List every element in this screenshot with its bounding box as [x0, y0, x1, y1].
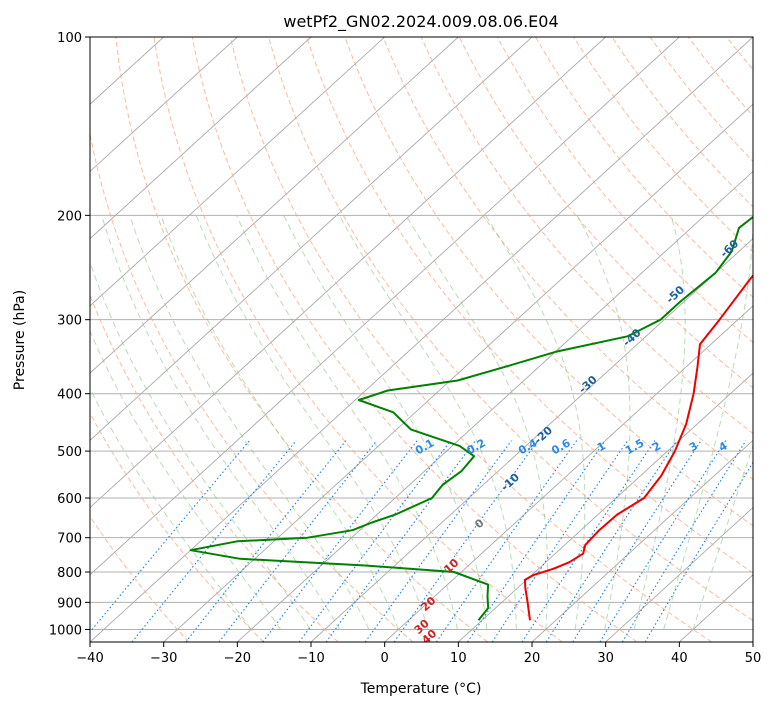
dry-adiabat-line	[90, 412, 264, 642]
chart-title: wetPf2_GN02.2024.009.08.06.E04	[283, 12, 558, 32]
y-tick-label: 200	[57, 209, 82, 224]
x-tick-label: 40	[671, 651, 688, 666]
dry-adiabat-line	[306, 37, 753, 574]
mixing-ratio-line	[364, 440, 512, 642]
dry-adiabat-line	[229, 37, 712, 642]
dry-adiabat-line	[535, 37, 753, 298]
x-tick-label: 0	[381, 651, 389, 666]
dry-adiabat-line	[115, 37, 488, 642]
plot-frame	[89, 36, 754, 643]
x-tick-label: 20	[524, 651, 541, 666]
isotherm-line	[90, 37, 533, 441]
y-tick-label: 100	[57, 31, 82, 46]
moist-adiabat-line	[663, 215, 753, 630]
mixing-ratio-line	[545, 440, 678, 642]
moist-adiabat-line	[195, 215, 429, 630]
moist-adiabat-line	[129, 215, 370, 630]
moist-adiabat-line	[633, 215, 686, 630]
dewpoint-profile	[189, 215, 753, 621]
y-tick-label: 400	[57, 388, 82, 403]
sounding-profiles	[189, 215, 753, 621]
y-tick-label: 1000	[49, 623, 82, 638]
x-axis-label: Temperature (°C)	[360, 681, 482, 697]
isotherm-line	[90, 37, 680, 576]
isotherm-line	[458, 372, 753, 642]
axis-ticks: −40 −30 −20 −10 0 10 20 30 40 50 100 200 300 400 500 60…	[49, 31, 761, 666]
isotherm-line	[237, 170, 753, 642]
mixing-ratio-line	[572, 440, 702, 642]
dry-adiabat-line	[153, 37, 563, 642]
mixing-ratio-line	[435, 440, 578, 642]
y-tick-label: 900	[57, 596, 82, 611]
x-tick-label: −30	[150, 651, 177, 666]
x-tick-label: −40	[76, 651, 103, 666]
dry-adiabat-line	[268, 37, 753, 622]
isotherm-line	[384, 305, 753, 642]
x-tick-label: 50	[745, 651, 762, 666]
moist-adiabat-line	[576, 215, 631, 630]
moist-adiabat-line	[236, 215, 458, 630]
mixing-ratio-line	[599, 440, 727, 642]
mixing-ratio-line	[521, 440, 656, 642]
moist-adiabat-line	[101, 215, 340, 630]
y-tick-label: 700	[57, 532, 82, 547]
dry-adiabat-line	[344, 37, 753, 527]
dry-adiabat-line	[90, 131, 414, 642]
x-tick-label: −20	[224, 651, 251, 666]
isotherm-line	[90, 37, 312, 240]
x-tick-label: −10	[297, 651, 324, 666]
isotherm-line	[90, 37, 753, 642]
moist-adiabat-line	[338, 215, 517, 630]
y-axis-label: Pressure (hPa)	[12, 290, 28, 390]
y-tick-label: 500	[57, 445, 82, 460]
moist-adiabat-line	[485, 215, 586, 630]
y-tick-label: 800	[57, 566, 82, 581]
moist-adiabat-line	[160, 215, 399, 630]
moist-adiabat-line	[405, 215, 548, 630]
isotherm-line	[163, 103, 753, 642]
dry-adiabat-line	[496, 37, 753, 344]
mixing-ratio-line	[644, 461, 753, 642]
moist-adiabat-line	[90, 260, 311, 630]
moist-adiabat-line	[90, 387, 252, 630]
mixing-ratio-line	[467, 440, 606, 642]
mixing-ratio-line	[491, 440, 629, 642]
dry-adiabat-line	[382, 37, 753, 481]
isotherm-line	[90, 37, 238, 173]
y-tick-label: 300	[57, 314, 82, 329]
moist-adiabat-line	[90, 329, 282, 630]
y-tick-label: 600	[57, 492, 82, 507]
mixing-ratio-line	[131, 440, 297, 642]
isotherm-line	[90, 37, 459, 374]
moist-adiabat-line	[283, 215, 488, 630]
isotherm-line	[531, 439, 753, 642]
dry-adiabat-line	[420, 37, 753, 435]
mixing-ratio-line	[621, 440, 747, 642]
isotherm-line	[90, 37, 385, 307]
isotherm-line	[90, 37, 606, 509]
dry-adiabat-line	[191, 37, 638, 642]
isotherm-line	[605, 506, 753, 642]
x-tick-label: 10	[450, 651, 467, 666]
mixing-ratio-line	[218, 440, 378, 642]
x-tick-label: 30	[597, 651, 614, 666]
temperature-profile	[523, 274, 753, 621]
mixing-ratio-line	[90, 440, 251, 633]
